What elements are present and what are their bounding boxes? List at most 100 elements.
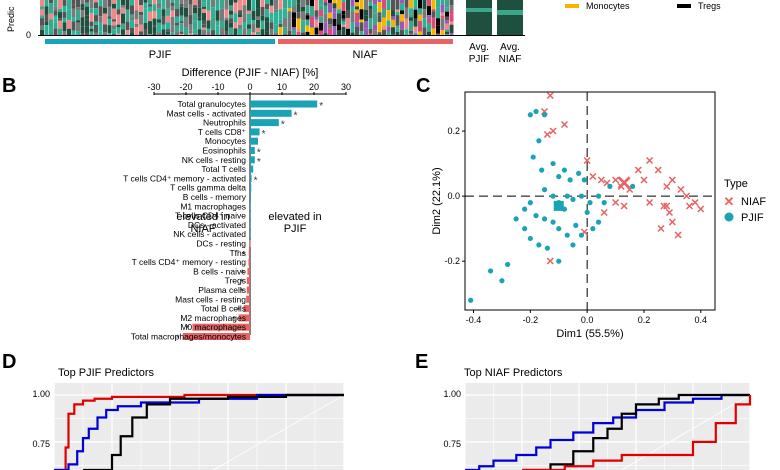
legend-pjif-circle-icon [724, 212, 734, 222]
panel-b-sig-marker: * [257, 148, 261, 159]
stack-segment [148, 0, 152, 5]
stack-segment [197, 17, 202, 21]
stack-segment [220, 8, 224, 14]
stack-segment [436, 18, 440, 26]
stack-segment [166, 15, 170, 23]
panel-c-point-niaf: ✕ [654, 165, 663, 177]
stack-segment [80, 7, 85, 11]
panel-c-point-niaf: ✕ [685, 201, 694, 213]
stack-segment [278, 19, 283, 24]
stack-segment [247, 24, 251, 29]
stack-segment [125, 0, 130, 10]
panel-c-y-tick-label: 0.2 [447, 126, 460, 136]
stack-segment [449, 14, 454, 22]
stack-segment [188, 4, 193, 15]
panel-b-sig-marker: * [281, 120, 285, 131]
panel-b-category-label: T cells CD4⁺ memory - activated [123, 173, 246, 183]
panel-c-point-niaf: ✕ [611, 175, 620, 187]
stack-segment [53, 18, 58, 23]
stack-segment [220, 28, 224, 35]
stack-segment [350, 32, 355, 35]
panel-b-bar [250, 184, 252, 192]
stack-segment [229, 14, 233, 19]
stack-segment [134, 23, 139, 28]
stack-segment [301, 24, 305, 33]
stack-segment [40, 25, 44, 31]
panel-b-category-label: Total granulocytes [177, 99, 246, 109]
stack-segment [121, 4, 125, 8]
panel-b-letter: B [2, 75, 16, 97]
panel-c-point-pjif [567, 177, 573, 183]
stacked-bars [40, 0, 454, 35]
stack-segment [53, 15, 58, 19]
stack-segment [395, 15, 400, 26]
stack-segment [139, 15, 143, 25]
stack-segment [319, 16, 323, 23]
stack-segment [89, 21, 94, 27]
stack-segment [314, 23, 319, 28]
stack-segment [305, 0, 310, 6]
panel-c-point-pjif [607, 183, 613, 189]
stack-segment [98, 6, 103, 17]
stack-segment [436, 7, 440, 19]
stack-segment [292, 18, 296, 28]
stack-segment [58, 12, 62, 19]
stack-segment [449, 9, 454, 15]
stack-segment [71, 23, 76, 31]
stack-segment [170, 5, 175, 11]
stack-segment [247, 13, 251, 25]
stack-segment [314, 10, 319, 17]
stack-segment [179, 23, 184, 32]
stack-segment [49, 19, 53, 28]
panel-c-point-pjif [527, 235, 533, 242]
stack-segment [103, 13, 107, 25]
stack-segment [377, 15, 382, 23]
stack-segment [238, 10, 242, 15]
panel-b-sig-marker: * [294, 110, 298, 121]
stack-segment [139, 31, 143, 35]
panel-b-sig-marker: * [185, 324, 189, 335]
stack-segment [148, 11, 152, 22]
stack-segment [85, 15, 89, 20]
stack-segment [296, 0, 301, 4]
stack-segment [283, 0, 287, 9]
stack-segment [278, 2, 283, 10]
stack-segment [85, 19, 89, 27]
stack-segment [445, 0, 449, 8]
stack-segment [94, 8, 98, 16]
panel-b-category-label: M0 macrophages [180, 322, 246, 332]
avg-pjif-bar [466, 0, 492, 35]
stack-segment [409, 14, 413, 18]
panel-c-point-niaf: ✕ [662, 181, 671, 193]
stack-segment [229, 27, 233, 35]
stack-segment [382, 8, 386, 18]
stack-segment [89, 31, 94, 35]
panel-b-category-label: B cells - naive [193, 266, 246, 276]
stack-segment [71, 21, 76, 24]
stack-segment [94, 2, 98, 9]
stack-segment [152, 4, 157, 12]
panel-c-point-niaf: ✕ [665, 207, 674, 219]
stack-segment [296, 18, 301, 30]
stack-segment [242, 28, 247, 35]
panel-b-sig-marker: * [257, 157, 261, 168]
stack-segment [283, 8, 287, 18]
stack-segment [184, 8, 188, 17]
stack-segment [107, 0, 112, 7]
stack-segment [341, 2, 346, 11]
stack-segment [251, 0, 256, 8]
stack-segment [337, 24, 341, 31]
stack-segment [211, 30, 215, 35]
stack-segment [404, 7, 409, 19]
stack-segment [107, 33, 112, 35]
stack-segment [166, 0, 170, 9]
stack-segment [170, 3, 175, 6]
panel-b-category-label: Tfhs [229, 248, 246, 258]
stack-segment [305, 5, 310, 13]
stack-segment [400, 10, 404, 15]
stack-segment [305, 15, 310, 20]
stack-segment [323, 0, 328, 3]
stack-segment [121, 13, 125, 24]
panel-b-sig-marker: * [240, 268, 244, 279]
stack-segment [94, 21, 98, 25]
